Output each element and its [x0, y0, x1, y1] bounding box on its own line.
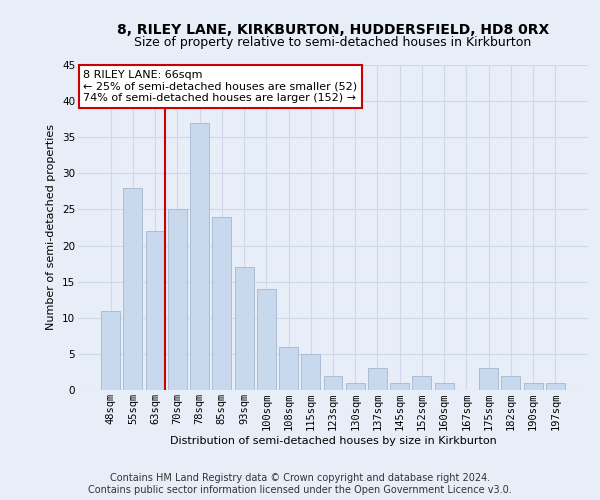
Bar [524, 383, 542, 390]
Bar [301, 354, 320, 390]
Bar [368, 368, 387, 390]
Bar [257, 289, 276, 390]
Bar [346, 383, 365, 390]
Bar [502, 376, 520, 390]
Text: 8 RILEY LANE: 66sqm
← 25% of semi-detached houses are smaller (52)
74% of semi-d: 8 RILEY LANE: 66sqm ← 25% of semi-detach… [83, 70, 357, 103]
Y-axis label: Number of semi-detached properties: Number of semi-detached properties [46, 124, 56, 330]
Bar [212, 216, 231, 390]
Bar [279, 346, 298, 390]
Bar [323, 376, 343, 390]
Text: Contains HM Land Registry data © Crown copyright and database right 2024.
Contai: Contains HM Land Registry data © Crown c… [88, 474, 512, 495]
X-axis label: Distribution of semi-detached houses by size in Kirkburton: Distribution of semi-detached houses by … [170, 436, 496, 446]
Bar [124, 188, 142, 390]
Text: Size of property relative to semi-detached houses in Kirkburton: Size of property relative to semi-detach… [134, 36, 532, 49]
Text: 8, RILEY LANE, KIRKBURTON, HUDDERSFIELD, HD8 0RX: 8, RILEY LANE, KIRKBURTON, HUDDERSFIELD,… [117, 22, 549, 36]
Bar [435, 383, 454, 390]
Bar [479, 368, 498, 390]
Bar [190, 123, 209, 390]
Bar [235, 267, 254, 390]
Bar [390, 383, 409, 390]
Bar [101, 310, 120, 390]
Bar [546, 383, 565, 390]
Bar [146, 231, 164, 390]
Bar [168, 210, 187, 390]
Bar [412, 376, 431, 390]
